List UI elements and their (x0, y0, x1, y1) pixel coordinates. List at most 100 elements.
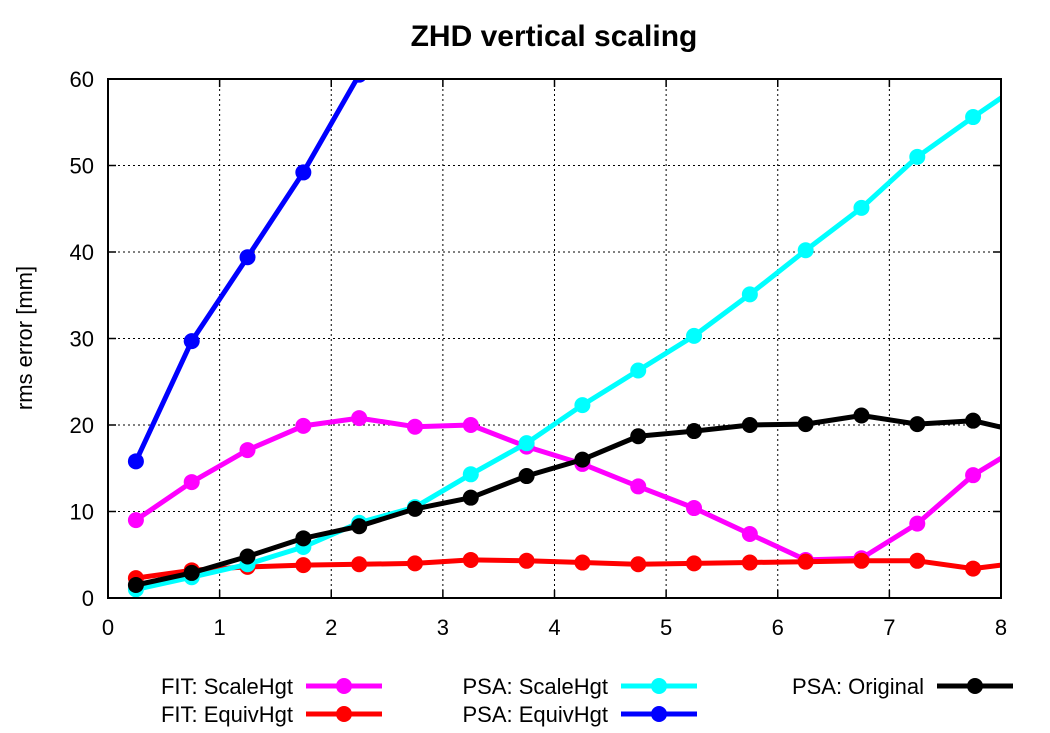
data-point (630, 428, 647, 445)
data-point (853, 552, 870, 569)
data-point (797, 416, 814, 433)
x-tick-label: 0 (102, 615, 114, 640)
data-point (295, 530, 312, 547)
x-tick-label: 5 (660, 615, 672, 640)
tick-labels: 0 1 2 3 4 5 6 7 8 0 10 20 30 40 50 60 (70, 67, 1008, 640)
data-point (741, 417, 758, 433)
data-point (909, 552, 926, 569)
series-psa-original (127, 407, 1037, 594)
data-point (462, 466, 479, 483)
data-point (574, 554, 591, 571)
data-point (741, 286, 758, 303)
y-tick-label: 50 (70, 154, 94, 179)
data-point (518, 435, 535, 452)
y-tick-label: 30 (70, 327, 94, 352)
series-layer (127, 71, 1037, 598)
x-tick-label: 8 (995, 615, 1007, 640)
legend-marker (967, 678, 983, 694)
legend-entry: FIT: EquivHgt (161, 702, 382, 727)
data-point (239, 442, 256, 459)
data-point (909, 148, 926, 165)
series-line (135, 95, 1001, 592)
data-point (574, 451, 591, 468)
legend-entry: PSA: EquivHgt (462, 702, 697, 727)
series-psa-equivhgt (127, 79, 366, 470)
y-tick-label: 40 (70, 240, 94, 265)
data-point (518, 552, 535, 569)
data-point (127, 453, 144, 470)
data-point (352, 79, 366, 83)
data-point (406, 418, 423, 435)
data-point (351, 556, 368, 573)
legend-label: FIT: EquivHgt (161, 702, 293, 727)
data-point (351, 410, 368, 427)
series-line (133, 79, 360, 463)
data-point (406, 500, 423, 517)
data-point (630, 362, 647, 379)
data-point (630, 556, 647, 573)
x-tick-label: 2 (325, 615, 337, 640)
legend-entry: PSA: ScaleHgt (462, 674, 697, 699)
data-point (183, 564, 200, 581)
data-point (183, 474, 200, 491)
plot-frame (107, 78, 1002, 599)
y-tick-label: 20 (70, 413, 94, 438)
series-fit-scalehgt (127, 410, 1037, 568)
grid-lines (107, 78, 1002, 599)
y-tick-label: 10 (70, 500, 94, 525)
legend-label: FIT: ScaleHgt (161, 674, 293, 699)
legend-label: PSA: Original (792, 674, 924, 699)
data-point (518, 468, 535, 485)
data-point (965, 412, 982, 429)
legend: FIT: ScaleHgt FIT: EquivHgt PSA: ScaleHgt P… (161, 674, 1013, 727)
data-point (909, 416, 926, 433)
x-tick-label: 1 (214, 615, 226, 640)
series-fit-equivhgt (127, 551, 1037, 587)
x-tick-label: 3 (437, 615, 449, 640)
data-point (351, 518, 368, 535)
legend-label: PSA: ScaleHgt (462, 674, 608, 699)
y-tick-label: 0 (82, 586, 94, 611)
data-point (239, 548, 256, 565)
data-point (127, 577, 144, 594)
data-point (741, 525, 758, 542)
legend-entry: PSA: Original (792, 674, 1013, 699)
data-point (1021, 71, 1037, 87)
data-point (183, 333, 200, 350)
data-point (1021, 433, 1037, 449)
legend-label: PSA: EquivHgt (462, 702, 608, 727)
data-point (853, 407, 870, 424)
chart-title: ZHD vertical scaling (411, 20, 698, 53)
data-point (909, 515, 926, 532)
data-point (295, 417, 312, 434)
data-point (965, 109, 982, 126)
data-point (853, 199, 870, 216)
data-point (797, 553, 814, 570)
x-tick-label: 4 (548, 615, 560, 640)
data-point (239, 249, 256, 266)
data-point (686, 327, 703, 344)
series-line (134, 415, 1001, 563)
data-point (462, 489, 479, 506)
data-point (574, 397, 591, 414)
data-point (686, 423, 703, 440)
data-point (965, 467, 982, 484)
data-point (1021, 554, 1037, 570)
legend-marker (336, 678, 352, 694)
data-point (295, 164, 312, 181)
data-point (686, 500, 703, 517)
data-point (462, 551, 479, 568)
y-axis-label: rms error [mm] (12, 266, 37, 410)
x-tick-label: 7 (883, 615, 895, 640)
legend-entry: FIT: ScaleHgt (161, 674, 382, 699)
x-tick-label: 6 (772, 615, 784, 640)
data-point (797, 242, 814, 259)
data-point (630, 478, 647, 495)
data-point (127, 512, 144, 529)
legend-marker (651, 678, 667, 694)
legend-marker (651, 706, 667, 722)
data-point (462, 417, 479, 433)
data-point (1021, 426, 1037, 442)
data-point (741, 554, 758, 571)
